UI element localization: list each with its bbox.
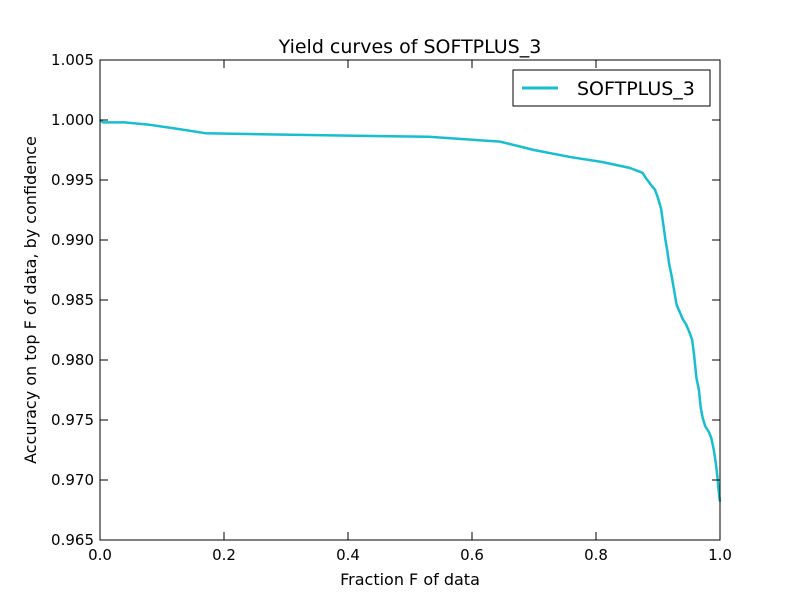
x-axis-label: Fraction F of data <box>340 570 480 589</box>
y-tick-label: 0.990 <box>51 231 94 249</box>
y-axis-label: Accuracy on top F of data, by confidence <box>21 136 40 464</box>
x-tick-label: 0.4 <box>336 546 360 564</box>
series-line-softplus-3 <box>99 119 722 502</box>
x-tick-label: 0.2 <box>212 546 236 564</box>
y-tick-label: 1.000 <box>51 111 94 129</box>
y-tick-label: 0.965 <box>51 531 94 549</box>
y-tick-label: 0.970 <box>51 471 94 489</box>
chart-title: Yield curves of SOFTPLUS_3 <box>278 36 542 58</box>
x-tick-label: 0.0 <box>88 546 112 564</box>
y-tick-label: 0.980 <box>51 351 94 369</box>
x-tick-label: 0.8 <box>584 546 608 564</box>
x-tick-label: 0.6 <box>460 546 484 564</box>
legend-label: SOFTPLUS_3 <box>577 78 695 100</box>
series-layer <box>99 119 722 502</box>
legend: SOFTPLUS_3 <box>512 69 711 107</box>
x-tick-label: 1.0 <box>708 546 732 564</box>
y-tick-label: 0.975 <box>51 411 94 429</box>
y-tick-label: 1.005 <box>51 51 94 69</box>
ticks-layer: 0.0 0.2 0.4 0.6 0.8 1.0 0.965 0.970 0.975 0.980 0.… <box>51 51 732 564</box>
y-tick-label: 0.995 <box>51 171 94 189</box>
y-tick-label: 0.985 <box>51 291 94 309</box>
